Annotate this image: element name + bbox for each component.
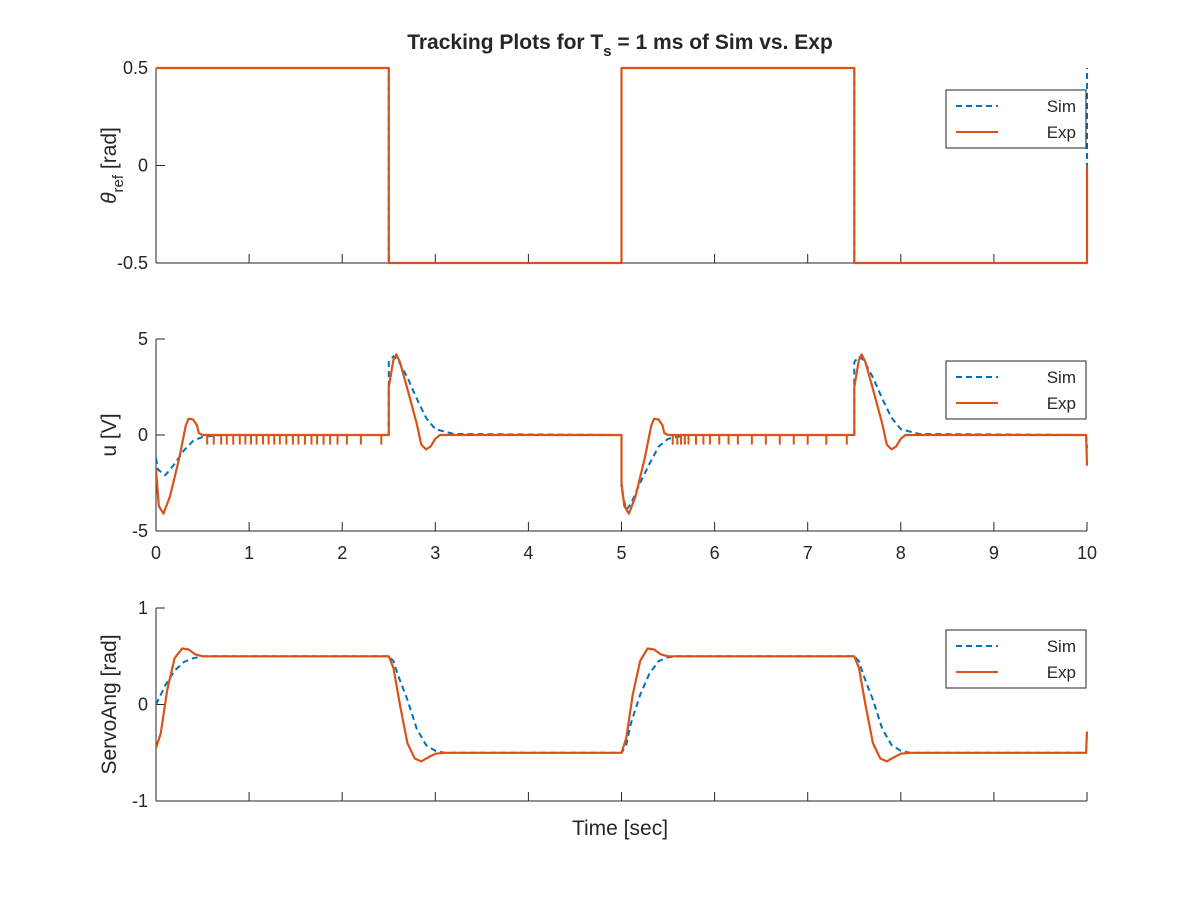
- legend-exp-label: Exp: [1047, 394, 1076, 413]
- servo-angle-subplot: -1 0 1 ServoAng [rad] Sim Exp: [98, 598, 1089, 811]
- legend-exp-label: Exp: [1047, 123, 1076, 142]
- y-tick-label: 0: [138, 156, 148, 176]
- legend-sim-label: Sim: [1047, 368, 1076, 387]
- y-label-symbol: θ: [98, 192, 121, 204]
- y-label-subscript: ref: [110, 174, 127, 192]
- exp-series-line: [156, 353, 1089, 515]
- exp-series-line: [156, 66, 1089, 265]
- x-tick-label: 10: [1077, 543, 1097, 563]
- y-tick-label: 0: [138, 425, 148, 445]
- x-tick-label: 6: [710, 543, 720, 563]
- y-tick-label: -5: [132, 521, 148, 541]
- legend-sim-label: Sim: [1047, 97, 1076, 116]
- y-tick-label: 5: [138, 329, 148, 349]
- x-tick-label: 8: [896, 543, 906, 563]
- legend-exp-label: Exp: [1047, 663, 1076, 682]
- y-tick-label: -0.5: [117, 253, 148, 273]
- legend-box: [945, 360, 1087, 420]
- legend-box: [945, 629, 1087, 689]
- sim-series-line: [156, 655, 1088, 754]
- figure-title: Tracking Plots for Ts = 1 ms of Sim vs. …: [407, 31, 833, 60]
- legend: Sim Exp: [945, 360, 1087, 420]
- title-subscript: s: [603, 43, 611, 60]
- y-axis-label: θref [rad]: [98, 127, 127, 204]
- x-tick-label: 9: [989, 543, 999, 563]
- y-label-unit: [rad]: [98, 127, 121, 175]
- y-tick-label: -1: [132, 791, 148, 811]
- plot-area: [156, 353, 1089, 515]
- plot-area: [156, 647, 1089, 763]
- y-axis-label: ServoAng [rad]: [98, 634, 121, 774]
- x-tick-label: 5: [616, 543, 626, 563]
- x-tick-label: 1: [244, 543, 254, 563]
- legend: Sim Exp: [945, 629, 1087, 689]
- plot-area: [156, 66, 1089, 265]
- x-tick-label: 4: [523, 543, 533, 563]
- x-tick-label: 0: [151, 543, 161, 563]
- sim-series-line: [156, 355, 1088, 511]
- x-axis-label: Time [sec]: [572, 817, 668, 840]
- legend-box: [945, 89, 1087, 149]
- y-axis-label: u [V]: [98, 413, 121, 456]
- x-tick-label: 2: [337, 543, 347, 563]
- legend-sim-label: Sim: [1047, 637, 1076, 656]
- y-tick-label: 0.5: [123, 58, 148, 78]
- x-tick-label: 3: [430, 543, 440, 563]
- x-tick-label: 7: [803, 543, 813, 563]
- exp-series-line: [156, 647, 1089, 763]
- legend: Sim Exp: [945, 89, 1087, 149]
- title-main: Tracking Plots for T: [407, 31, 603, 54]
- y-tick-label: 0: [138, 695, 148, 715]
- title-rest: = 1 ms of Sim vs. Exp: [612, 31, 833, 54]
- y-tick-label: 1: [138, 598, 148, 618]
- theta-ref-subplot: -0.5 0 0.5 θref [rad] Sim Exp: [98, 58, 1089, 273]
